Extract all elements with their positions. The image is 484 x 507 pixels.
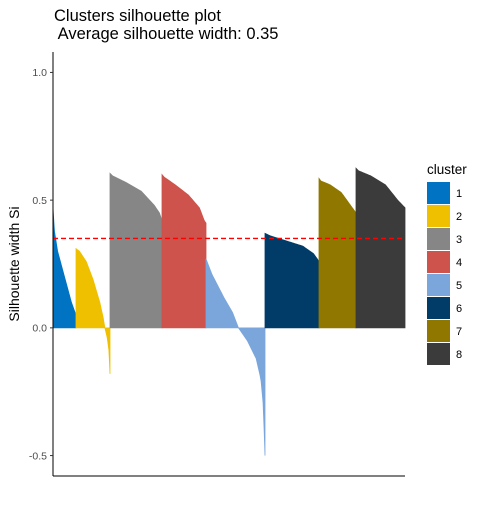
cluster-5-silhouette [205,258,266,456]
legend-label-6: 6 [456,303,462,315]
y-tick-label: 0.0 [32,323,47,335]
y-axis-ticks: 1.0 0.5 0.0 -0.5 [29,67,53,462]
y-tick-label: -0.5 [29,450,47,462]
chart-title: Clusters silhouette plot [54,7,221,25]
legend-key-5 [427,274,450,296]
legend-key-2 [427,205,450,227]
legend-key-1 [427,182,450,204]
cluster-1-silhouette [52,207,77,329]
cluster-2-silhouette [75,247,111,374]
legend-key-6 [427,297,450,319]
cluster-8-silhouette [355,167,406,329]
legend-label-4: 4 [456,257,462,269]
legend-label-5: 5 [456,280,462,292]
silhouette-bars [52,167,406,456]
cluster-3-silhouette [109,172,163,329]
y-tick-label: 1.0 [32,67,47,79]
legend-label-8: 8 [456,349,462,361]
legend-key-8 [427,343,450,365]
legend: 1 2 3 4 5 6 7 8 [427,182,462,365]
y-axis-title: Silhouette width Si [6,206,22,321]
legend-key-3 [427,228,450,250]
legend-label-1: 1 [456,188,462,200]
legend-label-2: 2 [456,211,462,223]
legend-label-3: 3 [456,234,462,246]
chart-subtitle: Average silhouette width: 0.35 [54,25,278,43]
legend-label-7: 7 [456,326,462,338]
legend-title: cluster [427,162,467,177]
cluster-6-silhouette [264,232,320,329]
legend-key-4 [427,251,450,273]
y-tick-label: 0.5 [32,195,47,207]
cluster-7-silhouette [318,177,357,329]
legend-key-7 [427,320,450,342]
cluster-4-silhouette [161,173,207,329]
